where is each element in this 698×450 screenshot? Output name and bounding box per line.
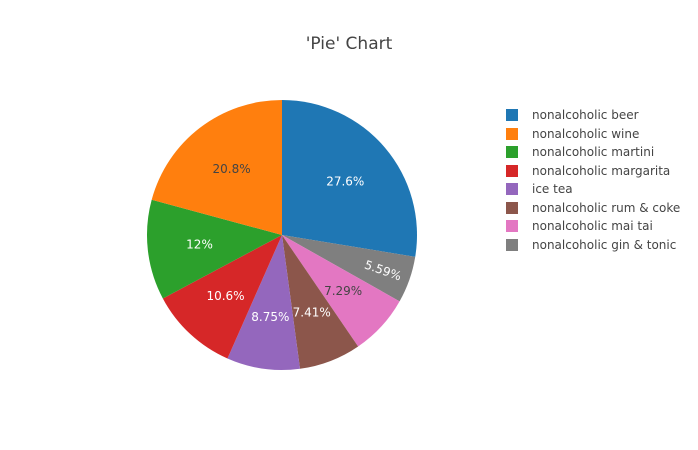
legend-swatch [506,220,518,233]
slice-label-6: 12% [186,237,213,251]
legend-item[interactable]: ice tea [506,180,680,199]
legend-item[interactable]: nonalcoholic martini [506,143,680,162]
legend-label: nonalcoholic martini [532,145,655,160]
legend-swatch [506,183,518,196]
legend-swatch [506,146,518,159]
pie-slice-6[interactable] [146,199,282,299]
legend-swatch [506,201,518,214]
slice-label-7: 20.8% [212,162,250,176]
pie-slice-5[interactable] [162,235,282,359]
legend-item[interactable]: nonalcoholic rum & coke [506,199,680,218]
legend-swatch [506,164,518,177]
pie-slices [146,100,418,370]
legend-item[interactable]: nonalcoholic gin & tonic [506,236,680,255]
slice-label-3: 7.41% [293,305,331,319]
legend-item[interactable]: nonalcoholic wine [506,125,680,144]
legend-swatch [506,238,518,251]
legend-label: nonalcoholic gin & tonic [532,237,677,252]
slice-label-0: 27.6% [326,174,364,188]
slice-label-4: 8.75% [251,310,289,324]
legend-swatch [506,127,518,140]
pie-slice-2[interactable] [282,235,400,347]
legend-label: nonalcoholic beer [532,108,639,123]
slice-label-2: 7.29% [324,284,362,298]
legend-item[interactable]: nonalcoholic margarita [506,162,680,181]
legend-label: nonalcoholic wine [532,126,640,141]
legend-label: ice tea [532,182,573,197]
pie-slice-0[interactable] [282,100,418,257]
pie-slice-4[interactable] [227,235,301,370]
slice-label-5: 10.6% [206,289,244,303]
chart-title: 'Pie' Chart [305,34,393,54]
legend-label: nonalcoholic rum & coke [532,200,681,215]
legend-label: nonalcoholic mai tai [532,219,653,234]
legend-item[interactable]: nonalcoholic mai tai [506,217,680,236]
pie-slice-1[interactable] [282,235,416,302]
pie-slice-3[interactable] [282,235,359,369]
legend: nonalcoholic beer nonalcoholic wine nonalc… [506,106,680,254]
legend-label: nonalcoholic margarita [532,163,671,178]
legend-swatch [506,109,518,122]
pie-slice-7[interactable] [151,100,282,235]
legend-item[interactable]: nonalcoholic beer [506,106,680,125]
